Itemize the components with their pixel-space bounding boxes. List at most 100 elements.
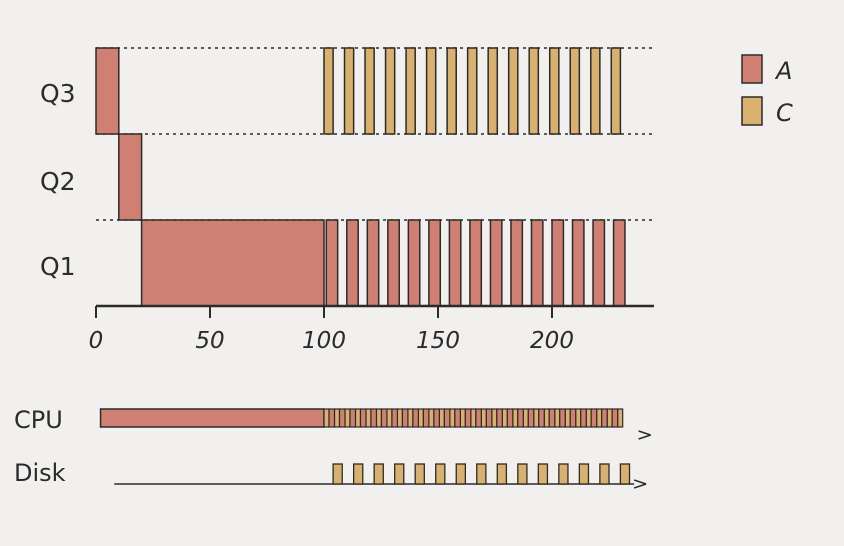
bar-a-q1-slice [448,219,462,307]
bar-c-q3-slice [548,47,560,135]
bar-a-q1-slice [551,219,565,307]
cpu-slot-c [438,408,445,428]
cpu-slot-c [375,408,383,428]
cpu-slot-a [433,408,440,428]
bar-c-q3-slice [610,47,622,135]
disk-timeline [114,463,647,489]
cpu-slot-c [596,408,603,428]
bar-a-q1-slice [571,219,585,307]
disk-slot-c [435,463,446,485]
bar-a-q1-slice [407,219,421,307]
cpu-slot-a [391,408,399,428]
bar-c-q3-slice [528,47,540,135]
bar-a-q1-slice [530,219,544,307]
x-tick-label: 150 [416,328,460,354]
x-tick-label: 200 [530,328,574,354]
bar-a-q1-slice [325,219,339,307]
bar-a-q1-slice [428,219,442,307]
cpu-bar-a [99,408,325,428]
cpu-slot-a [370,408,378,428]
cpu-slot-a [506,408,514,428]
cpu-slot-a [412,408,419,428]
cpu-slot-c [344,408,351,428]
queue-label-q2: Q2 [40,167,76,196]
cpu-slot-c [617,408,624,428]
cpu-timeline [99,408,651,440]
bar-a-q1-long [140,219,325,307]
disk-slot-c [578,463,590,485]
bar-a-q1-slice [366,219,380,307]
cpu-slot-c [606,408,613,428]
cpu-slot-a [538,408,545,428]
cpu-slot-c [554,408,561,428]
bar-a-q3 [95,47,120,135]
disk-slot-c [517,463,528,485]
cpu-slot-a [359,408,367,428]
queue-label-q1: Q1 [40,252,76,281]
queue-label-q3: Q3 [40,79,76,108]
bar-a-q1-slice [612,219,626,307]
row-label-disk: Disk [14,459,66,487]
cpu-slot-c [459,408,466,428]
x-tick-label: 50 [195,328,224,354]
cpu-slot-a [349,408,357,428]
cpu-slot-a [422,408,430,428]
cpu-slot-c [480,408,487,428]
bar-a-q1-slice [387,219,400,307]
bar-a-q1-slice [489,219,503,307]
cpu-slot-a [338,408,346,428]
disk-slot-c [414,463,425,485]
cpu-arrow [638,434,651,440]
legend-label-c: C [776,99,793,127]
disk-slot-c [476,463,487,485]
cpu-slot-a [611,408,619,428]
cpu-slot-a [328,408,336,428]
x-tick-label: 0 [89,328,104,354]
disk-slot-c [558,463,569,485]
cpu-slot-a [601,408,608,428]
cpu-slot-c [386,408,393,428]
bar-c-q3-slice [323,47,334,135]
bar-c-q3-slice [384,47,396,135]
cpu-slot-c [491,408,498,428]
bar-c-q3-slice [343,47,355,135]
disk-slot-c [455,463,467,485]
cpu-slot-a [475,408,482,428]
disk-slot-c [373,463,384,485]
disk-arrow [633,479,647,485]
cpu-slot-a [548,408,556,428]
bar-c-q3-slice [569,47,581,135]
disk-slot-c [619,463,631,485]
bar-a-q1-slice [592,219,606,307]
legend-swatch-c [741,96,763,126]
cpu-arrow [638,430,651,436]
disk-arrow [633,483,647,489]
cpu-slot-c [533,408,540,428]
bar-c-q3-slice [405,47,416,135]
cpu-slot-a [454,408,461,428]
cpu-slot-a [527,408,535,428]
cpu-slot-a [569,408,577,428]
disk-slot-c [599,463,610,485]
job-bars [95,47,626,307]
cpu-slot-c [512,408,519,428]
x-ticks: 0 50 100 150 200 [89,306,574,354]
cpu-slot-c [522,408,529,428]
cpu-slot-c [417,408,425,428]
cpu-slot-c [449,408,456,428]
cpu-slot-c [323,408,330,428]
cpu-slot-a [559,408,566,428]
cpu-slot-a [464,408,472,428]
cpu-slot-c [470,408,477,428]
bar-c-q3-slice [590,47,601,135]
cpu-slot-c [575,408,582,428]
cpu-slot-a [590,408,598,428]
bar-a-q1-slice [469,219,483,307]
legend-label-a: A [774,57,792,85]
bar-c-q3-slice [364,47,375,135]
bar-c-q3-slice [446,47,457,135]
disk-slot-c [496,463,508,485]
cpu-slot-a [517,408,524,428]
